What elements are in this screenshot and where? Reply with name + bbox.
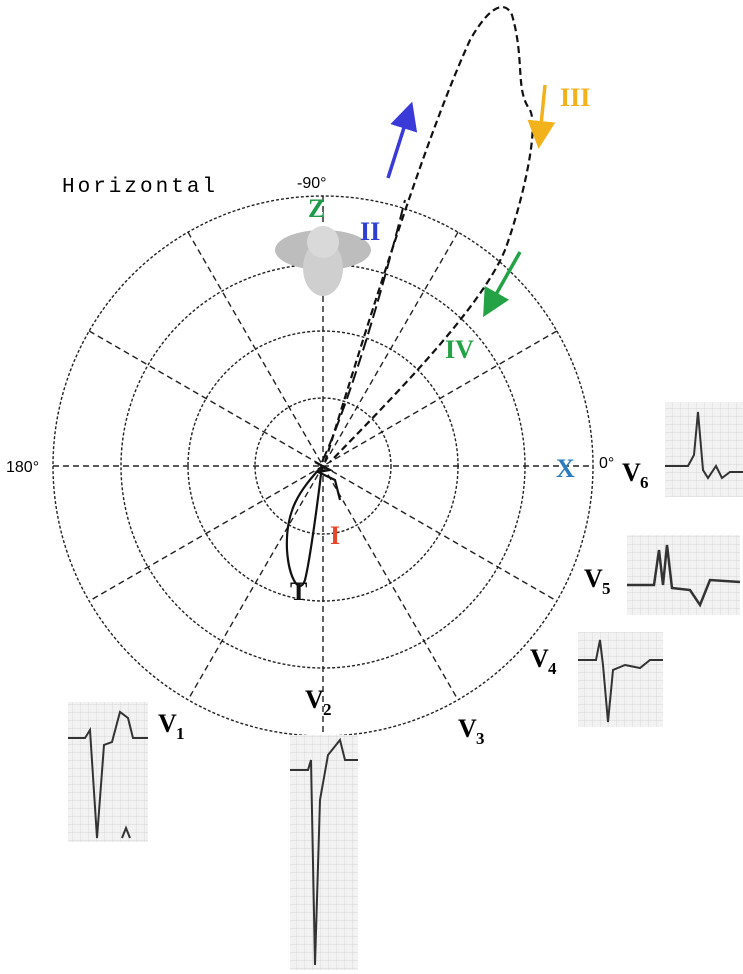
qrs-loop (325, 7, 533, 462)
arrow (388, 115, 408, 178)
heart-icon (275, 226, 371, 296)
lead-subscript: 1 (176, 724, 185, 743)
axis-label: Z (308, 194, 325, 223)
angle-label: 180° (6, 459, 39, 476)
ecg-v4 (578, 632, 663, 727)
t-label: T (290, 577, 307, 606)
lead-subscript: 4 (548, 659, 557, 678)
arrow (490, 252, 520, 305)
diagram: Horizontal -90° 180° 0° Z X II III IV I … (0, 0, 743, 974)
lead-label: V (158, 709, 177, 738)
lead-subscript: 3 (476, 729, 485, 748)
ecg-v2 (290, 735, 358, 970)
ecg-v1 (68, 702, 148, 842)
phase-label: II (360, 217, 380, 246)
angle-label: -90° (297, 175, 327, 192)
phase-label: IV (445, 335, 474, 364)
angle-label: 0° (599, 455, 614, 472)
lead-subscript: 6 (640, 473, 649, 492)
phase-label: III (560, 83, 590, 112)
ecg-v5 (627, 535, 740, 615)
axis-label: X (556, 454, 575, 483)
lead-label: V (584, 564, 603, 593)
lead-label: V (530, 644, 549, 673)
title: Horizontal (62, 176, 218, 199)
phase-label: I (330, 521, 340, 550)
lead-subscript: 2 (323, 700, 332, 719)
lead-label: V (622, 458, 641, 487)
lead-label: V (305, 685, 324, 714)
lead-subscript: 5 (602, 579, 611, 598)
ecg-v6 (665, 402, 743, 497)
lead-label: V (458, 714, 477, 743)
arrow (540, 85, 545, 135)
